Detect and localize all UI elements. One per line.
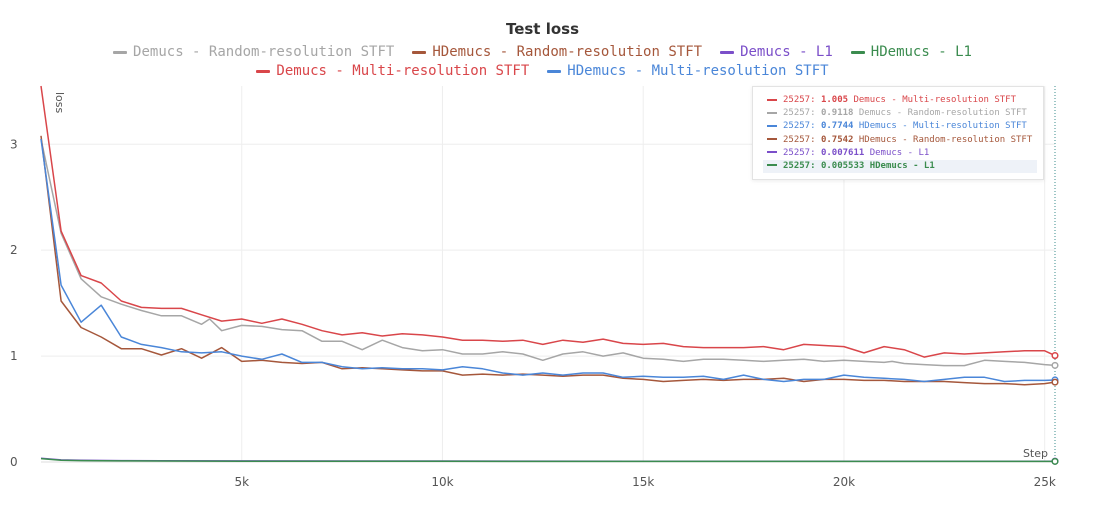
- legend-swatch: [412, 50, 427, 54]
- series-line-random_stft_demucs: [40, 138, 1056, 367]
- hover-point-random_stft_hdemucs: [1051, 378, 1059, 386]
- x-tick-label: 20k: [833, 475, 855, 489]
- legend-label: Demucs - Random-resolution STFT: [133, 44, 395, 60]
- tooltip-row-l1_hdemucs: 25257: 0.005533 HDemucs - L1: [763, 159, 1037, 174]
- tooltip-swatch: [767, 111, 777, 114]
- x-tick-label: 5k: [234, 475, 249, 489]
- y-tick-label: 0: [10, 455, 18, 469]
- tooltip-value: 0.005533: [820, 160, 865, 171]
- tooltip-swatch: [767, 124, 777, 127]
- legend-row: Demucs - Multi-resolution STFT HDemucs - …: [0, 62, 1085, 81]
- tooltip-value: 0.007611: [820, 147, 865, 158]
- tooltip-series-name: Demucs - L1: [864, 147, 930, 158]
- tooltip-series-name: HDemucs - L1: [864, 160, 935, 171]
- x-axis-label: Step: [1023, 447, 1048, 460]
- series-line-multi_stft_demucs: [40, 85, 1056, 358]
- tooltip-value: 0.9118: [820, 108, 854, 119]
- tooltip-swatch: [767, 151, 777, 154]
- tooltip-value: 0.7542: [820, 134, 854, 145]
- tooltip-swatch: [767, 164, 777, 167]
- legend-label: Demucs - L1: [740, 44, 833, 60]
- tooltip-step: 25257:: [783, 95, 821, 105]
- tooltip-series-name: HDemucs - Multi-resolution STFT: [853, 121, 1027, 132]
- tooltip-row-l1_demucs: 25257: 0.007611 Demucs - L1: [763, 147, 1037, 160]
- tooltip-swatch: [767, 98, 777, 101]
- hover-point-random_stft_demucs: [1051, 361, 1059, 369]
- legend-item-random_stft_demucs[interactable]: Demucs - Random-resolution STFT: [113, 43, 394, 62]
- series-line-l1_hdemucs: [40, 457, 1055, 463]
- y-tick-label: 1: [10, 349, 18, 363]
- x-tick-label: 25k: [1034, 475, 1056, 489]
- legend-item-multi_stft_demucs[interactable]: Demucs - Multi-resolution STFT: [256, 62, 529, 81]
- legend-swatch: [113, 50, 128, 54]
- y-axis-label: loss: [53, 92, 66, 114]
- legend-item-l1_demucs[interactable]: Demucs - L1: [720, 43, 833, 62]
- tooltip-step: 25257:: [783, 147, 821, 158]
- hover-point-multi_stft_demucs: [1051, 352, 1059, 360]
- hover-point-l1_hdemucs: [1051, 457, 1059, 465]
- tooltip-step: 25257:: [783, 160, 821, 171]
- tooltip-step: 25257:: [783, 108, 821, 119]
- tooltip-row-multi_stft_demucs: 25257: 1.005 Demucs - Multi-resolution S…: [763, 94, 1037, 107]
- hover-tooltip: 25257: 1.005 Demucs - Multi-resolution S…: [752, 86, 1044, 180]
- tooltip-step: 25257:: [783, 121, 821, 132]
- tooltip-value: 0.7744: [820, 121, 854, 132]
- tooltip-series-name: Demucs - Multi-resolution STFT: [848, 95, 1017, 105]
- chart-legend: Demucs - Random-resolution STFT HDemucs -…: [0, 43, 1085, 81]
- legend-label: HDemucs - Multi-resolution STFT: [567, 63, 829, 79]
- legend-label: Demucs - Multi-resolution STFT: [276, 63, 530, 79]
- legend-item-l1_hdemucs[interactable]: HDemucs - L1: [850, 43, 972, 62]
- y-tick-label: 2: [10, 243, 18, 257]
- tooltip-value: 1.005: [820, 95, 849, 105]
- chart-title: Test loss: [505, 20, 580, 38]
- tooltip-row-random_stft_hdemucs: 25257: 0.7542 HDemucs - Random-resolutio…: [763, 134, 1037, 147]
- x-tick-label: 10k: [431, 475, 453, 489]
- legend-swatch: [256, 69, 271, 73]
- tooltip-series-name: Demucs - Random-resolution STFT: [853, 108, 1027, 119]
- legend-item-multi_stft_hdemucs[interactable]: HDemucs - Multi-resolution STFT: [547, 62, 829, 81]
- legend-label: HDemucs - L1: [870, 44, 972, 60]
- y-tick-label: 3: [10, 137, 18, 151]
- legend-row: Demucs - Random-resolution STFT HDemucs -…: [0, 43, 1085, 62]
- tooltip-step: 25257:: [783, 134, 821, 145]
- tooltip-row-random_stft_demucs: 25257: 0.9118 Demucs - Random-resolution…: [763, 107, 1037, 120]
- x-tick-label: 15k: [632, 475, 654, 489]
- tooltip-swatch: [767, 138, 777, 141]
- legend-item-random_stft_hdemucs[interactable]: HDemucs - Random-resolution STFT: [412, 43, 702, 62]
- legend-swatch: [850, 50, 865, 54]
- tooltip-series-name: HDemucs - Random-resolution STFT: [853, 134, 1033, 145]
- legend-swatch: [720, 50, 735, 54]
- tooltip-row-multi_stft_hdemucs: 25257: 0.7744 HDemucs - Multi-resolution…: [763, 120, 1037, 133]
- series-line-multi_stft_hdemucs: [40, 138, 1056, 383]
- legend-swatch: [547, 69, 562, 73]
- legend-label: HDemucs - Random-resolution STFT: [432, 44, 703, 60]
